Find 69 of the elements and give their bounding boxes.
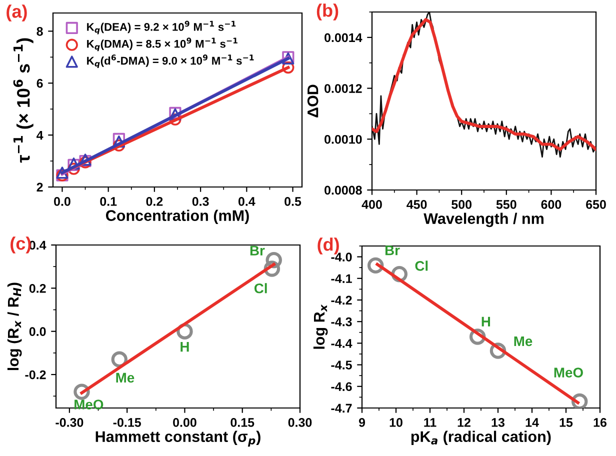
annotation: Br: [385, 246, 400, 256]
chart-title: (c): [10, 236, 31, 254]
y-axis-title: log R$_{x}$: [313, 304, 328, 349]
y-tick-label: 2: [36, 182, 43, 192]
x-tick-label: 11: [424, 418, 436, 427]
annotation: Cl: [415, 260, 428, 271]
y-tick-label: -4.5: [331, 360, 352, 370]
y-tick-label: -4.2: [331, 296, 352, 305]
x-tick-label: 0.00: [173, 418, 196, 427]
annotation: H: [482, 316, 490, 326]
y-tick-label: -4.0: [331, 252, 352, 262]
chart-title: (a): [6, 4, 27, 22]
annotation: Cl: [254, 283, 267, 294]
y-tick-label: -4.3: [331, 317, 352, 326]
y-tick-label: -4.1: [331, 274, 352, 283]
x-tick-label: -0.15: [113, 418, 141, 427]
x-tick-label: 0.1: [100, 197, 117, 206]
x-tick-label: 0.5: [284, 197, 302, 206]
y-axis-title: τ$^{−1}$ (× 10$^{6}$ s$^{−1}$): [13, 38, 34, 163]
x-tick-label: 0.3: [192, 197, 209, 206]
y-tick-label: 0.2: [29, 284, 46, 293]
x-tick-label: 16: [594, 418, 606, 427]
x-axis-title: Wavelength / nm: [424, 212, 544, 228]
y-tick-label: -4.7: [331, 404, 352, 413]
x-tick-label: 14: [526, 418, 539, 427]
x-tick-label: 0.4: [238, 197, 256, 206]
x-tick-label: 650: [586, 200, 606, 209]
annotation: Me: [514, 336, 532, 346]
x-tick-label: 550: [496, 200, 516, 209]
x-axis-title: pK$_{a}$ (radical cation): [411, 430, 551, 446]
y-axis-title: log (R$_{x}$ / R$_{H}$): [7, 282, 22, 370]
y-tick-label: -4.4: [331, 339, 352, 348]
y-tick-label: 0.0012: [324, 84, 362, 93]
x-tick-label: 9: [358, 418, 366, 427]
x-tick-label: 600: [541, 200, 562, 209]
x-axis-title: Concentration (mM): [106, 210, 249, 224]
y-tick-label: 0.0014: [324, 33, 362, 42]
x-axis-title: Hammett constant (σ$_{p}$): [96, 430, 260, 447]
y-tick-label: 0.0010: [324, 134, 362, 144]
y-tick-label: 0.0: [29, 327, 46, 336]
x-tick-label: 0.30: [288, 418, 312, 427]
chart-title: (b): [316, 4, 338, 20]
y-tick-label: -0.2: [25, 370, 46, 380]
x-tick-label: 0.15: [230, 418, 254, 427]
y-tick-label: 8: [36, 26, 43, 36]
x-tick-label: 450: [406, 200, 427, 209]
text: K$_{q}$(d$^{6}$-DMA) = 9.0 × 10$^{9}$ M$^{−1}$ s$^{−1}$: [87, 54, 254, 68]
x-tick-label: 400: [362, 200, 382, 209]
annotation: H: [180, 342, 189, 352]
annotation: MeO: [74, 400, 104, 410]
annotation: Me: [116, 372, 134, 383]
x-tick-label: 15: [560, 418, 573, 427]
chart-title: (d): [318, 238, 339, 254]
x-tick-label: 13: [492, 418, 504, 427]
y-tick-label: 4: [36, 130, 44, 140]
y-tick-label: 0.0008: [324, 186, 362, 195]
annotation: MeO: [554, 368, 583, 378]
legend-label: K$_{q}$(DMA) = 8.5 × 10$^{9}$ M$^{−1}$ s$^{−1}$: [87, 38, 238, 52]
legend-label: K$_{q}$(DEA) = 9.2 × 10$^{9}$ M$^{−1}$ s$^{−1}$: [87, 20, 236, 34]
x-tick-label: 0.0: [54, 197, 70, 206]
x-tick-label: 0.2: [146, 197, 163, 206]
annotation: Br: [250, 246, 265, 256]
y-tick-label: 6: [36, 78, 43, 88]
y-tick-label: -4.6: [331, 382, 352, 392]
x-tick-label: 10: [390, 418, 402, 427]
y-axis-title: ΔOD: [307, 84, 318, 118]
x-tick-label: 12: [458, 418, 470, 427]
x-tick-label: 500: [452, 200, 472, 209]
x-tick-label: -0.30: [56, 418, 84, 427]
